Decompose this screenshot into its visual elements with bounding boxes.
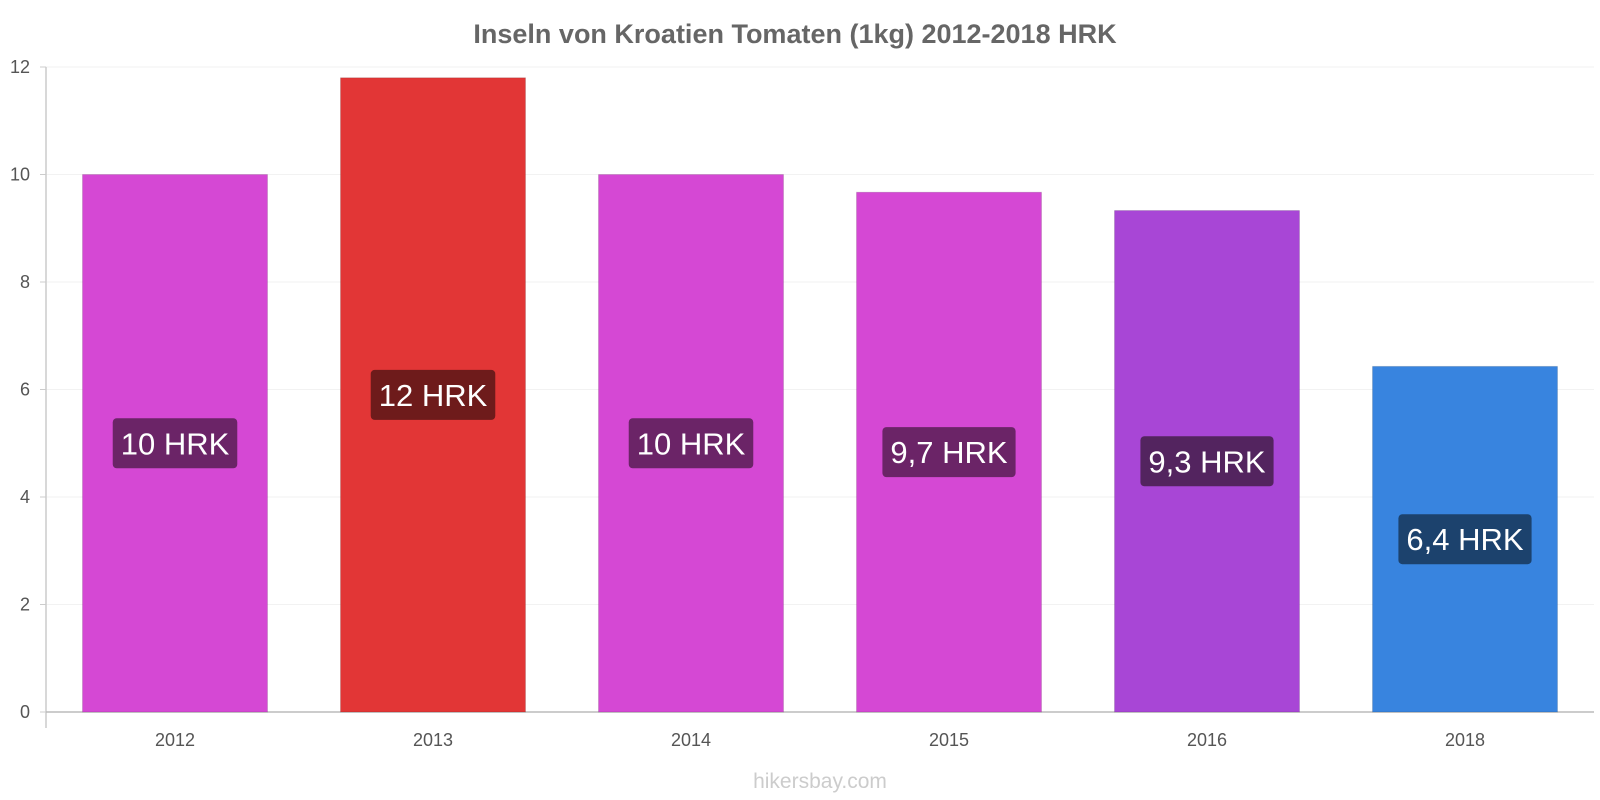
grid-lines [46,66,1594,605]
x-tick-labels: 2012 2013 2014 2015 2016 2018 [155,730,1485,750]
y-tick-label: 8 [20,272,30,292]
data-label-text: 6,4 HRK [1406,522,1523,557]
data-label-2014: 10 HRK [628,418,754,469]
data-label-bg [370,369,496,420]
x-tick-label: 2015 [929,730,969,750]
data-label-bg [1140,436,1274,487]
y-tick-labels: 0 2 4 6 8 10 12 [10,57,30,722]
data-label-2018: 6,4 HRK [1398,514,1532,565]
data-labels: 10 HRK 12 HRK 10 HRK 9,7 HRK 9,3 HRK 6,4 HRK [112,369,1532,565]
y-tick-label: 12 [10,57,30,77]
x-tick-label: 2018 [1445,730,1485,750]
data-label-bg [882,427,1016,478]
data-label-bg [1398,514,1532,565]
y-tick-label: 4 [20,487,30,507]
y-tick-label: 10 [10,165,30,185]
axes [40,66,1594,728]
data-label-text: 10 HRK [637,426,746,461]
y-tick-label: 0 [20,702,30,722]
x-tick-label: 2014 [671,730,711,750]
watermark: hikersbay.com [753,770,887,793]
x-tick-label: 2013 [413,730,453,750]
y-tick-label: 6 [20,380,30,400]
x-tick-label: 2012 [155,730,195,750]
bars [82,77,1558,713]
x-tick-label: 2016 [1187,730,1227,750]
data-label-text: 10 HRK [121,426,230,461]
data-label-2015: 9,7 HRK [882,427,1016,478]
data-label-2013: 12 HRK [370,369,496,420]
y-tick-label: 2 [20,595,30,615]
data-label-bg [628,418,754,469]
data-label-2012: 10 HRK [112,418,238,469]
chart-title: Inseln von Kroatien Tomaten (1kg) 2012-2… [473,19,1117,49]
data-label-text: 9,7 HRK [890,435,1007,470]
data-label-2016: 9,3 HRK [1140,436,1274,487]
data-label-text: 12 HRK [379,378,488,413]
data-label-text: 9,3 HRK [1148,444,1265,479]
data-label-bg [112,418,238,469]
